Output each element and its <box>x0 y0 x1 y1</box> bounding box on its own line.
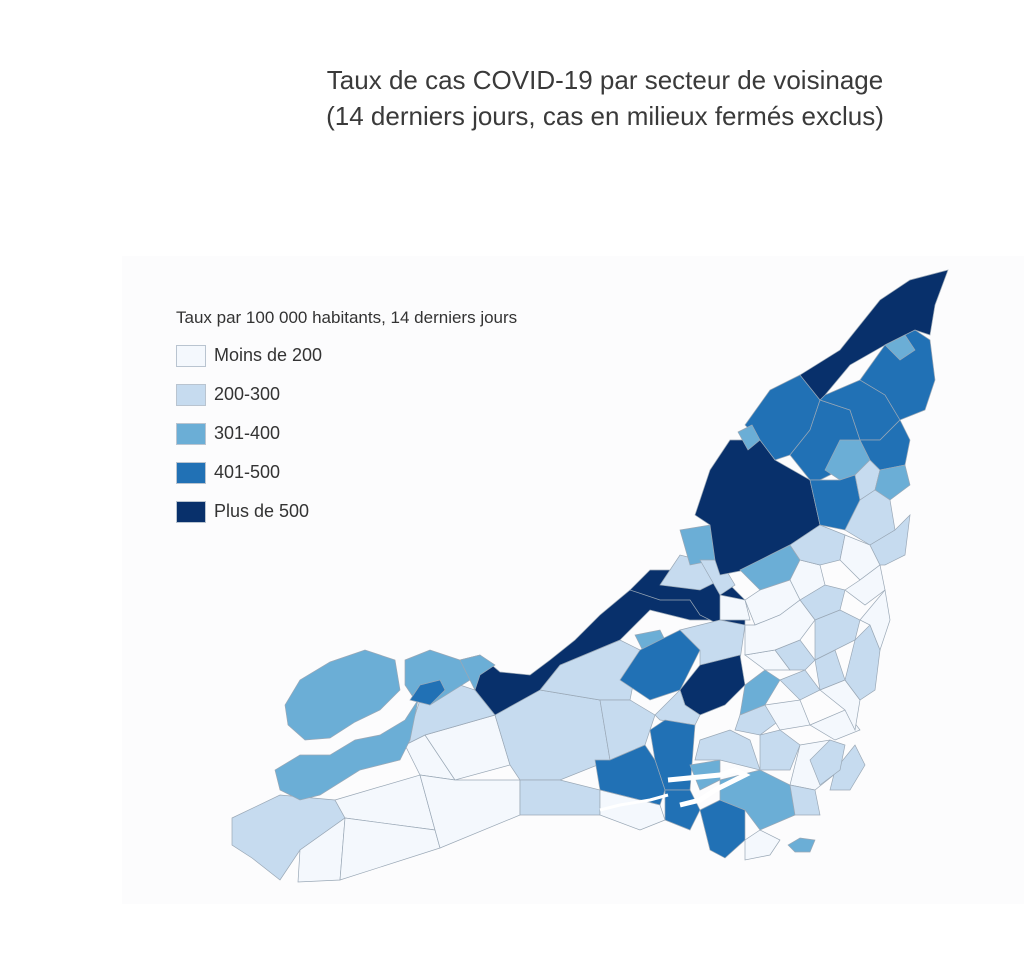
sector-ile-bizard[interactable] <box>284 649 401 741</box>
title-line-2: (14 derniers jours, cas en milieux fermé… <box>326 101 884 131</box>
legend-item-plus-500: Plus de 500 <box>176 492 517 531</box>
lachine-canal <box>667 767 751 808</box>
sector-southeast-1[interactable] <box>819 679 861 732</box>
legend: Taux par 100 000 habitants, 14 derniers … <box>176 308 517 531</box>
sector-central-12[interactable] <box>599 789 666 831</box>
sector-central-13[interactable] <box>664 789 701 831</box>
legend-label: 301-400 <box>214 423 281 443</box>
sector-southeast-4[interactable] <box>829 744 866 791</box>
sector-plateau-2[interactable] <box>734 704 781 736</box>
sector-southeast-3[interactable] <box>859 589 891 652</box>
sector-east-tip-dark[interactable] <box>799 269 949 401</box>
sector-sud-ouest-3[interactable] <box>744 829 781 861</box>
sector-nuns-island[interactable] <box>787 837 816 853</box>
legend-swatch <box>176 383 206 406</box>
legend-swatch <box>176 500 206 523</box>
map-title: Taux de cas COVID-19 par secteur de vois… <box>0 62 1024 134</box>
sector-central-3[interactable] <box>699 559 736 596</box>
legend-item-moins-200: Moins de 200 <box>176 336 517 375</box>
sector-small-island[interactable] <box>809 739 846 786</box>
legend-swatch <box>176 344 206 367</box>
sector-northeast-7[interactable] <box>859 419 911 471</box>
sector-sud-ouest-2[interactable] <box>719 769 796 831</box>
sector-east-tip-light[interactable] <box>884 334 916 361</box>
legend-label: Moins de 200 <box>214 345 323 365</box>
sector-plateau-7[interactable] <box>789 784 821 816</box>
sector-north-mid-1[interactable] <box>459 654 496 691</box>
sector-plateau-1[interactable] <box>739 669 781 716</box>
legend-item-301-400: 301-400 <box>176 414 517 453</box>
sector-west-10[interactable] <box>519 779 601 816</box>
sector-plateau-8[interactable] <box>779 669 821 701</box>
sector-west-shore[interactable] <box>274 699 419 801</box>
legend-swatch <box>176 422 206 445</box>
sector-plateau-6[interactable] <box>809 709 861 741</box>
sector-central-9[interactable] <box>654 689 701 726</box>
sector-sud-ouest-1[interactable] <box>699 799 746 859</box>
sector-mid-north-9[interactable] <box>844 564 886 606</box>
title-line-1: Taux de cas COVID-19 par secteur de vois… <box>326 65 884 95</box>
sector-central-4[interactable] <box>719 594 751 621</box>
sector-plateau-4[interactable] <box>759 729 801 771</box>
sector-west-shore-3[interactable] <box>409 679 446 706</box>
legend-label: Plus de 500 <box>214 501 310 521</box>
legend-item-200-300: 200-300 <box>176 375 517 414</box>
sector-northeast-11[interactable] <box>737 424 761 451</box>
legend-label: 200-300 <box>214 384 281 404</box>
legend-swatch <box>176 461 206 484</box>
legend-label: 401-500 <box>214 462 281 482</box>
legend-title: Taux par 100 000 habitants, 14 derniers … <box>176 308 518 327</box>
sector-mid-north-6[interactable] <box>744 599 816 656</box>
legend-item-401-500: 401-500 <box>176 453 517 492</box>
sector-northeast-10[interactable] <box>869 514 911 566</box>
river-edge <box>599 793 669 812</box>
